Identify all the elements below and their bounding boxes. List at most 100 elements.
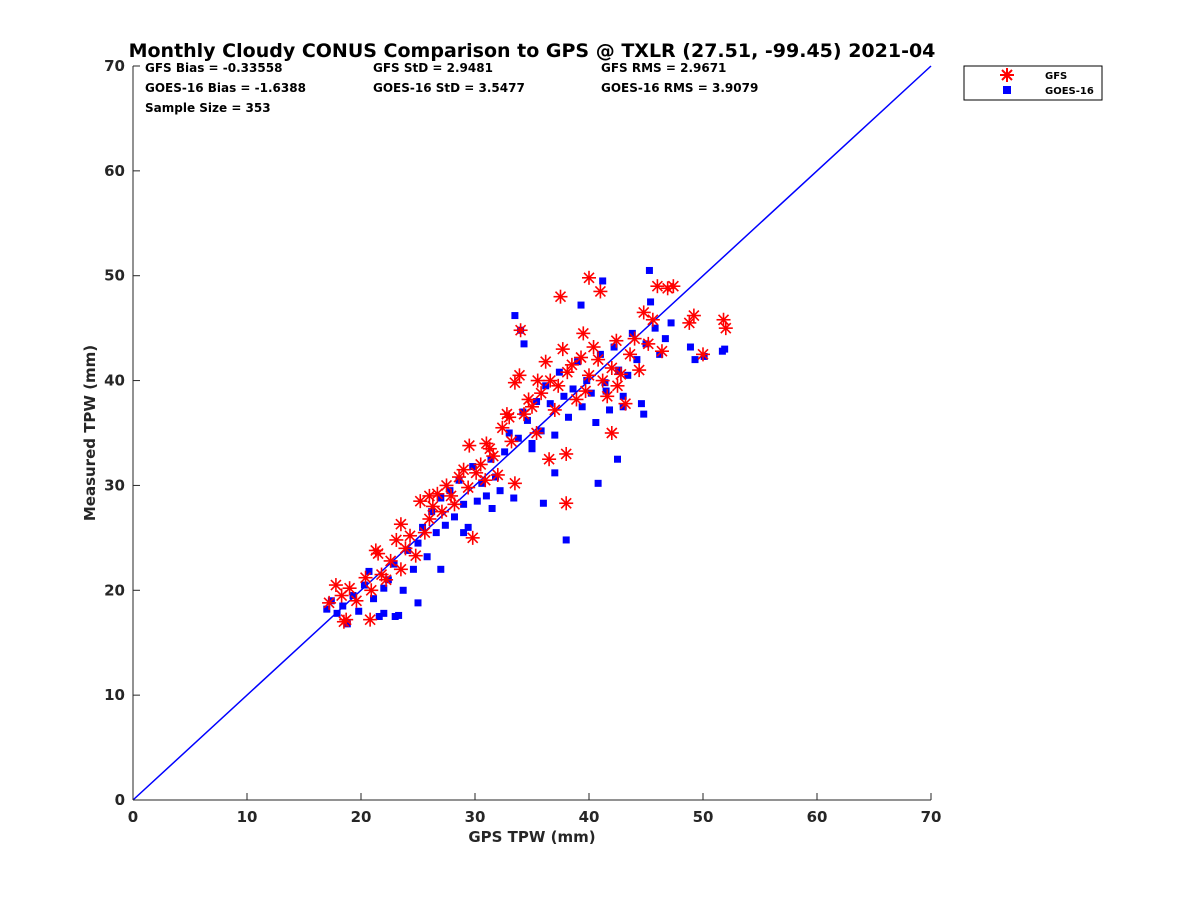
goes16-point xyxy=(602,387,610,395)
goes16-point xyxy=(450,513,458,521)
stats-block: GFS Bias = -0.33558 GFS StD = 2.9481 GFS… xyxy=(145,61,758,115)
gfs-point xyxy=(328,578,343,593)
goes16-point xyxy=(501,448,509,456)
goes16-point xyxy=(414,599,422,607)
gfs-point xyxy=(641,336,656,351)
gfs-point xyxy=(547,402,562,417)
gfs-point xyxy=(559,446,574,461)
goes16-point xyxy=(594,479,602,487)
goes16-point xyxy=(380,609,388,617)
y-tick-label: 40 xyxy=(104,372,125,390)
goes-rms-text: GOES-16 RMS = 3.9079 xyxy=(601,81,758,95)
goes16-point xyxy=(640,410,648,418)
goes16-point xyxy=(355,607,363,615)
goes16-point xyxy=(482,492,490,500)
goes16-point xyxy=(551,431,559,439)
gfs-point xyxy=(462,438,477,453)
goes16-point xyxy=(596,350,604,358)
goes16-point xyxy=(375,613,383,620)
gfs-point xyxy=(502,410,517,425)
goes16-point xyxy=(349,592,357,600)
goes16-point xyxy=(528,439,536,447)
goes16-point xyxy=(587,389,595,397)
gfs-point xyxy=(645,312,660,327)
goes16-point xyxy=(365,567,373,575)
goes16-point xyxy=(569,385,577,393)
goes16-point xyxy=(647,298,655,306)
y-tick-label: 70 xyxy=(104,57,125,75)
gfs-point xyxy=(513,323,528,338)
y-tick-label: 30 xyxy=(104,476,125,494)
goes16-point xyxy=(555,368,563,376)
x-tick-label: 20 xyxy=(351,808,372,826)
gfs-point xyxy=(417,525,432,540)
gfs-point xyxy=(379,572,394,587)
plot-area xyxy=(132,66,931,801)
goes16-point xyxy=(539,499,547,507)
gfs-point xyxy=(336,614,351,629)
gfs-point xyxy=(618,396,633,411)
legend: GFS GOES-16 xyxy=(963,65,1103,101)
gfs-point xyxy=(486,449,501,464)
goes16-point xyxy=(592,419,600,427)
sample-size-text: Sample Size = 353 xyxy=(145,101,271,115)
gfs-point xyxy=(512,368,527,383)
gfs-point xyxy=(538,354,553,369)
gfs-point xyxy=(383,553,398,568)
gfs-point xyxy=(504,434,519,449)
goes16-point xyxy=(610,343,618,351)
y-tick-label: 0 xyxy=(115,791,125,809)
gfs-point xyxy=(534,386,549,401)
goes16-point xyxy=(721,345,729,353)
goes16-point xyxy=(560,392,568,400)
gfs-point xyxy=(613,367,628,382)
gfs-point xyxy=(586,340,601,355)
goes16-point xyxy=(606,406,614,414)
goes16-point xyxy=(628,329,636,337)
gfs-point xyxy=(716,312,731,327)
gfs-point xyxy=(650,279,665,294)
goes16-point xyxy=(599,277,607,285)
axis-ticks: 0 10 20 30 40 50 60 70 0 10 20 30 40 50 60 70 xyxy=(104,57,941,826)
gfs-point xyxy=(623,347,638,362)
y-tick-label: 20 xyxy=(104,581,125,599)
gfs-point xyxy=(403,528,418,543)
gfs-point xyxy=(322,595,337,610)
goes16-point xyxy=(473,497,481,505)
gfs-point xyxy=(555,342,570,357)
gfs-point xyxy=(604,360,619,375)
x-axis-label: GPS TPW (mm) xyxy=(468,828,595,846)
gfs-point xyxy=(654,344,669,359)
goes16-point xyxy=(339,602,347,610)
gfs-point xyxy=(553,289,568,304)
goes16-point xyxy=(399,586,407,594)
goes16-point xyxy=(511,312,519,320)
y-tick-label: 60 xyxy=(104,162,125,180)
gfs-point xyxy=(682,315,697,330)
gfs-point xyxy=(495,420,510,435)
goes16-point xyxy=(380,584,388,592)
goes16-point xyxy=(514,434,522,442)
goes16-point xyxy=(419,523,427,531)
x-tick-label: 60 xyxy=(807,808,828,826)
x-tick-label: 50 xyxy=(693,808,714,826)
gfs-point xyxy=(398,541,413,556)
gfs-point xyxy=(422,511,437,526)
goes16-point xyxy=(428,508,436,516)
goes16-point xyxy=(562,536,570,544)
goes16-point xyxy=(437,565,445,573)
chart-title: Monthly Cloudy CONUS Comparison to GPS @… xyxy=(129,40,936,62)
goes16-point xyxy=(551,469,559,477)
goes16-point xyxy=(645,266,653,274)
goes16-point xyxy=(564,413,572,421)
x-tick-label: 0 xyxy=(128,808,138,826)
gfs-point xyxy=(604,426,619,440)
gfs-point xyxy=(636,305,651,320)
gfs-point xyxy=(465,530,480,545)
x-tick-label: 30 xyxy=(465,808,486,826)
gfs-point xyxy=(439,478,454,493)
gfs-point xyxy=(560,365,575,380)
gfs-point xyxy=(358,570,373,585)
gfs-point xyxy=(478,473,493,488)
